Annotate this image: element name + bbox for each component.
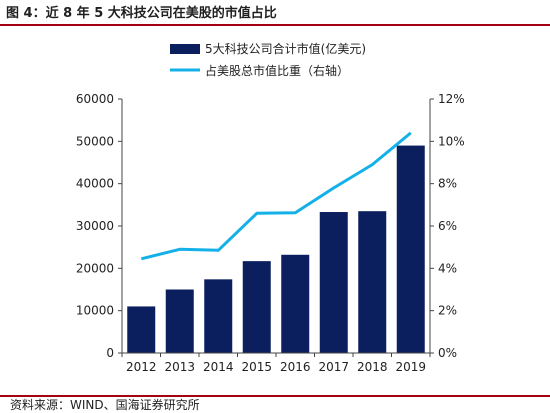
right-tick-label: 10%: [438, 134, 465, 148]
left-tick-label: 50000: [76, 134, 114, 148]
right-tick-label: 4%: [438, 261, 457, 275]
bar-2015: [242, 261, 271, 353]
bar-2016: [281, 254, 310, 353]
bar-2019: [396, 145, 425, 353]
source-note: 资料来源：WIND、国海证券研究所: [10, 398, 200, 412]
bar-2014: [204, 279, 233, 353]
x-tick-label: 2014: [203, 360, 234, 374]
bar-2018: [358, 211, 387, 353]
right-tick-label: 2%: [438, 304, 457, 318]
left-tick-label: 60000: [76, 92, 114, 106]
figure-title: 图 4：近 8 年 5 大科技公司在美股的市值占比: [6, 6, 277, 21]
right-tick-label: 12%: [438, 92, 465, 106]
line-series: [140, 131, 412, 261]
x-tick-label: 2018: [357, 360, 388, 374]
x-tick-label: 2015: [241, 360, 272, 374]
legend-label-line: 占美股总市值比重（右轴）: [205, 63, 349, 78]
title-rule: [0, 24, 550, 26]
legend-label-bar: 5大科技公司合计市值(亿美元): [205, 41, 366, 56]
left-tick-label: 30000: [76, 219, 114, 233]
bar-series: [127, 145, 425, 353]
bar-2017: [319, 212, 348, 353]
bar-2012: [127, 306, 156, 353]
right-tick-label: 6%: [438, 219, 457, 233]
axes: 0 10000 20000 30000 40000 50000 60000 0% 2% 4% 6% 8…: [76, 92, 465, 374]
x-tick-label: 2012: [126, 360, 157, 374]
line-share-of-us-market: [140, 131, 412, 261]
legend-swatch-bar: [170, 44, 200, 54]
right-tick-label: 8%: [438, 177, 457, 191]
legend: 5大科技公司合计市值(亿美元) 占美股总市值比重（右轴）: [170, 41, 366, 78]
left-tick-label: 10000: [76, 304, 114, 318]
bar-2013: [165, 289, 194, 353]
x-tick-label: 2017: [318, 360, 349, 374]
right-tick-label: 0%: [438, 346, 457, 360]
source-rule: [0, 395, 550, 397]
left-tick-label: 0: [106, 346, 114, 360]
left-tick-label: 40000: [76, 177, 114, 191]
x-tick-label: 2016: [280, 360, 311, 374]
x-tick-label: 2019: [395, 360, 426, 374]
x-tick-label: 2013: [164, 360, 195, 374]
left-tick-label: 20000: [76, 261, 114, 275]
